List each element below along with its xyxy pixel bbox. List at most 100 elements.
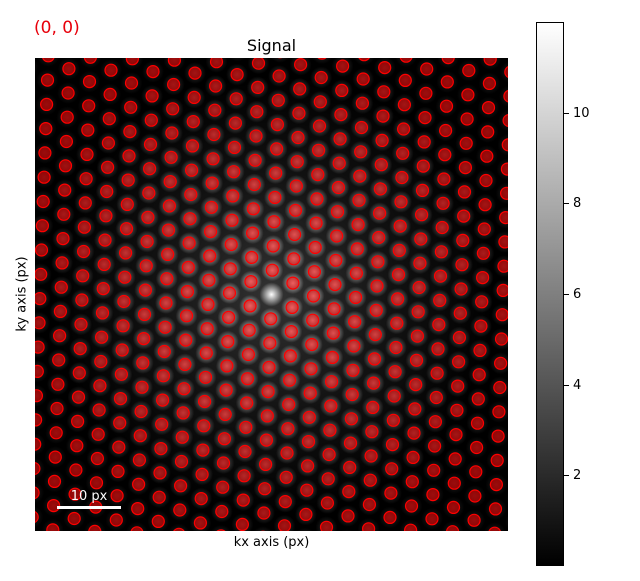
peak-marker <box>224 237 238 252</box>
peak-marker <box>137 307 152 321</box>
colorbar-tick <box>564 384 569 386</box>
peak-marker <box>94 354 108 369</box>
peak-marker <box>350 242 364 256</box>
peak-marker <box>167 58 181 67</box>
peak-marker <box>142 162 157 176</box>
peak-marker <box>459 136 473 150</box>
peak-marker <box>36 194 50 209</box>
peak-marker <box>309 216 323 230</box>
peak-marker <box>76 244 91 259</box>
cursor-coordinates: (0, 0) <box>34 18 80 38</box>
peak-marker <box>152 490 166 504</box>
peak-marker <box>226 189 240 203</box>
peak-marker <box>491 429 505 443</box>
peak-marker <box>68 487 82 501</box>
peak-marker <box>35 389 43 403</box>
peak-marker <box>185 163 199 177</box>
peak-marker <box>492 405 506 419</box>
peak-marker <box>504 66 508 78</box>
lattice-peak <box>312 58 332 65</box>
peak-marker <box>35 437 42 451</box>
peak-marker <box>429 390 443 405</box>
peak-marker <box>200 322 214 336</box>
peak-marker <box>483 58 497 66</box>
peak-marker <box>180 309 194 323</box>
signal-image-plot[interactable]: 10 px <box>35 58 508 531</box>
peak-marker <box>215 504 229 519</box>
peak-marker <box>195 467 209 481</box>
peak-marker <box>348 315 362 329</box>
peak-marker <box>35 486 40 500</box>
peak-marker <box>186 114 200 129</box>
lattice-peak <box>189 58 202 60</box>
peak-marker <box>438 148 452 162</box>
peak-marker <box>373 182 387 196</box>
peak-marker <box>468 489 482 503</box>
lattice-peak <box>499 61 508 83</box>
peak-marker <box>120 197 134 211</box>
peak-marker <box>251 80 265 94</box>
peak-marker <box>69 463 83 477</box>
peak-marker <box>383 510 397 524</box>
peak-marker <box>431 342 445 356</box>
peak-marker <box>391 268 406 282</box>
peak-marker <box>132 453 147 467</box>
peak-marker <box>115 343 129 357</box>
peak-marker <box>209 79 223 93</box>
peak-marker <box>62 62 76 76</box>
peak-marker <box>35 461 41 476</box>
peak-marker <box>249 129 263 143</box>
peak-marker <box>501 138 508 152</box>
peak-marker <box>489 478 503 492</box>
peak-marker <box>397 98 411 112</box>
peak-marker <box>222 286 237 300</box>
peak-marker <box>79 172 93 186</box>
peak-marker <box>139 259 153 273</box>
peak-marker <box>102 112 116 126</box>
peak-marker <box>363 473 377 487</box>
peak-marker <box>183 212 197 226</box>
peak-marker <box>323 423 337 437</box>
peak-marker <box>331 180 345 195</box>
lattice-peak <box>35 85 37 98</box>
peak-marker <box>481 125 495 139</box>
peak-marker <box>58 159 73 173</box>
peak-marker <box>167 77 181 92</box>
peak-marker <box>404 499 419 513</box>
peak-marker <box>287 252 301 266</box>
lattice-peak <box>253 526 273 531</box>
peak-marker <box>335 83 349 98</box>
peak-marker <box>343 436 358 450</box>
peak-marker <box>493 380 507 395</box>
peak-marker <box>344 412 358 426</box>
peak-marker <box>479 173 493 188</box>
peak-marker <box>53 329 67 343</box>
peak-marker <box>176 406 190 420</box>
peak-marker <box>198 370 213 384</box>
peak-marker <box>437 172 451 186</box>
peak-marker <box>181 260 195 274</box>
lattice-peak <box>297 527 313 531</box>
peak-marker <box>237 469 251 483</box>
peak-marker <box>96 282 110 296</box>
peak-marker <box>319 520 334 531</box>
peak-marker <box>412 280 426 295</box>
peak-marker <box>368 328 382 342</box>
peak-marker <box>432 318 446 332</box>
peak-marker <box>141 210 155 224</box>
peak-marker <box>219 383 233 397</box>
peak-marker <box>461 88 475 102</box>
peak-marker <box>426 488 440 502</box>
peak-marker <box>145 89 159 103</box>
peak-marker <box>313 95 327 109</box>
peak-marker <box>373 206 387 220</box>
peak-marker <box>146 65 160 79</box>
peak-marker <box>114 367 129 381</box>
peak-marker <box>54 280 68 294</box>
peak-marker <box>130 526 144 531</box>
peak-marker <box>391 292 405 306</box>
peak-marker <box>155 417 169 431</box>
peak-marker <box>228 116 242 130</box>
peak-marker <box>99 209 113 223</box>
peak-marker <box>76 269 90 283</box>
